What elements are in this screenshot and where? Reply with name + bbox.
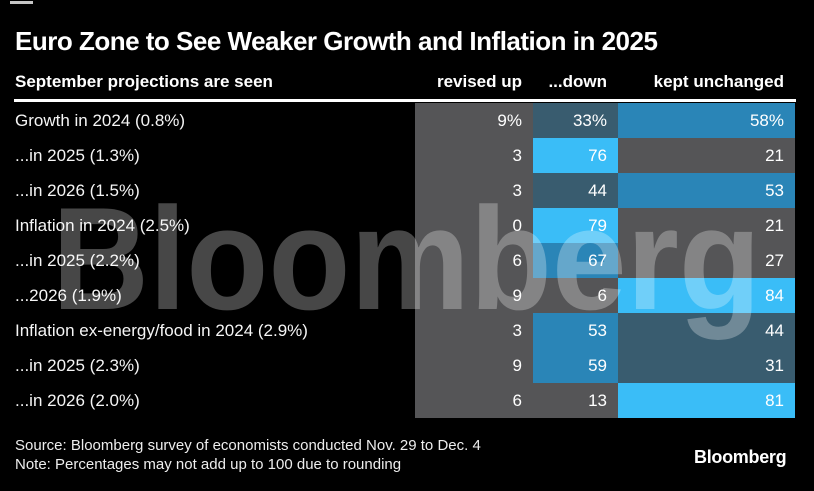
table-row: ...in 2026 (1.5%) 3 44 53 [0,173,795,208]
cell-down: 53 [533,313,618,348]
cell-kept-unchanged: 21 [618,208,795,243]
row-label: Inflation ex-energy/food in 2024 (2.9%) [15,321,308,340]
row-label: Growth in 2024 (0.8%) [15,111,186,130]
cell-revised-up: 6 [415,243,533,278]
cell-down: 76 [533,138,618,173]
page-title: Euro Zone to See Weaker Growth and Infla… [15,26,658,56]
row-label: ...in 2026 (2.0%) [15,391,140,410]
cell-kept-unchanged: 21 [618,138,795,173]
row-label: ...in 2025 (2.3%) [15,356,140,375]
table-header-label: September projections are seen [15,72,273,91]
footer-notes: Source: Bloomberg survey of economists c… [15,436,481,474]
cell-down: 79 [533,208,618,243]
cell-kept-unchanged: 31 [618,348,795,383]
table-row: ...in 2026 (2.0%) 6 13 81 [0,383,795,418]
cell-revised-up: 6 [415,383,533,418]
column-header-revised-up: revised up [436,72,522,91]
cell-down: 6 [533,278,618,313]
cell-kept-unchanged: 84 [618,278,795,313]
cell-kept-unchanged: 58% [618,103,795,138]
table-row: ...2026 (1.9%) 9 6 84 [0,278,795,313]
cell-down: 13 [533,383,618,418]
cell-kept-unchanged: 53 [618,173,795,208]
top-left-tick-mark [10,1,33,4]
table-header: September projections are seen revised u… [0,70,795,94]
table-row: ...in 2025 (1.3%) 3 76 21 [0,138,795,173]
table-row: Inflation ex-energy/food in 2024 (2.9%) 3… [0,313,795,348]
cell-kept-unchanged: 44 [618,313,795,348]
note-text: Note: Percentages may not add up to 100 … [15,456,402,473]
row-label: ...in 2025 (2.2%) [15,251,140,270]
cell-revised-up: 3 [415,313,533,348]
bloomberg-logo: Bloomberg [694,447,787,467]
row-label: ...2026 (1.9%) [15,286,122,305]
cell-revised-up: 9 [415,348,533,383]
header-divider-rule [14,99,796,102]
table-row: ...in 2025 (2.3%) 9 59 31 [0,348,795,383]
heatmap-table-body: Growth in 2024 (0.8%) 9% 33% 58% ...in 2025 … [0,103,795,418]
cell-down: 67 [533,243,618,278]
cell-revised-up: 3 [415,173,533,208]
row-label: ...in 2025 (1.3%) [15,146,140,165]
cell-down: 59 [533,348,618,383]
cell-kept-unchanged: 27 [618,243,795,278]
table-row: ...in 2025 (2.2%) 6 67 27 [0,243,795,278]
cell-down: 33% [533,103,618,138]
cell-down: 44 [533,173,618,208]
cell-revised-up: 0 [415,208,533,243]
table-row: Growth in 2024 (0.8%) 9% 33% 58% [0,103,795,138]
cell-revised-up: 9% [415,103,533,138]
cell-revised-up: 9 [415,278,533,313]
column-header-kept-unchanged: kept unchanged [653,72,784,91]
row-label: ...in 2026 (1.5%) [15,181,140,200]
table-row: Inflation in 2024 (2.5%) 0 79 21 [0,208,795,243]
row-label: Inflation in 2024 (2.5%) [15,216,190,235]
cell-kept-unchanged: 81 [618,383,795,418]
column-header-down: ...down [548,72,607,91]
cell-revised-up: 3 [415,138,533,173]
source-text: Source: Bloomberg survey of economists c… [15,437,481,454]
